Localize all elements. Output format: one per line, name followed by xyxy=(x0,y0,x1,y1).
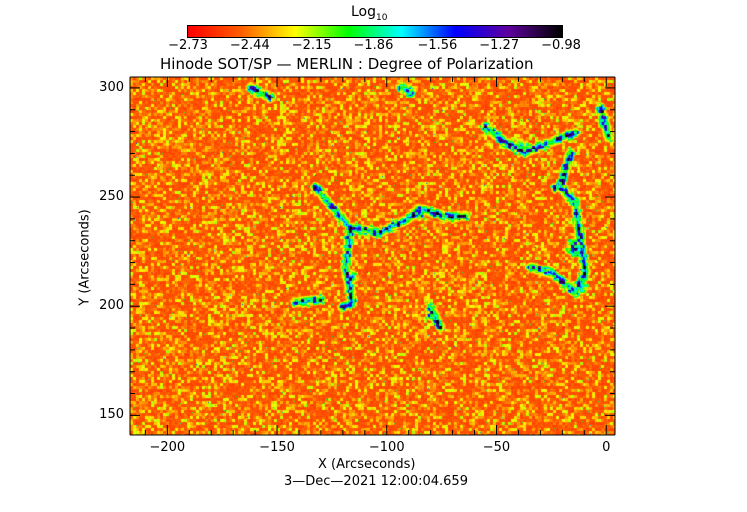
colorbar-tick-label: −2.44 xyxy=(229,38,270,53)
y-tick-label: 150 xyxy=(99,407,124,423)
colorbar-tick-label: −1.86 xyxy=(353,38,394,53)
colorbar-tick-label: −1.27 xyxy=(479,38,520,53)
y-tick-label: 300 xyxy=(99,79,124,95)
y-tick-label: 250 xyxy=(99,189,124,205)
polarization-map xyxy=(130,77,615,435)
colorbar-tick-label: −2.15 xyxy=(291,38,332,53)
chart-title: Hinode SOT/SP — MERLIN : Degree of Polar… xyxy=(160,55,534,73)
colorbar-label-base: Log xyxy=(351,4,377,20)
colorbar-label: Log10 xyxy=(351,4,387,23)
x-tick-label: −100 xyxy=(368,440,405,455)
x-tick-label: −50 xyxy=(482,440,511,455)
x-axis-label: X (Arcseconds) xyxy=(318,457,416,472)
colorbar-tick-label: −2.73 xyxy=(168,38,208,53)
y-axis-label: Y (Arcseconds) xyxy=(77,209,93,306)
x-tick-label: −150 xyxy=(259,440,295,455)
colorbar-label-sub: 10 xyxy=(376,12,388,23)
y-tick-label: 200 xyxy=(99,298,124,314)
x-tick-label: 0 xyxy=(602,440,611,455)
colorbar-tick-label: −0.98 xyxy=(541,38,581,53)
colorbar-tick-label: −1.56 xyxy=(417,38,458,53)
timestamp: 3—Dec—2021 12:00:04.659 xyxy=(284,474,468,489)
colorbar xyxy=(187,25,563,38)
x-tick-label: −200 xyxy=(149,440,186,455)
